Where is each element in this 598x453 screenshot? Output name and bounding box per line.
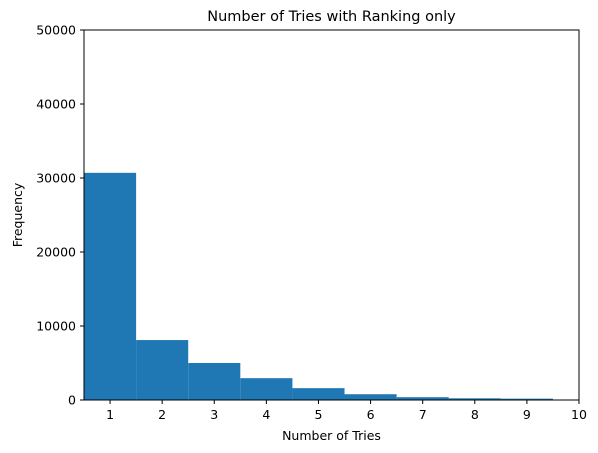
y-axis-label: Frequency (10, 182, 25, 247)
y-tick-label-10000: 10000 (36, 319, 76, 334)
y-tick-label-20000: 20000 (36, 245, 76, 260)
x-tick-label-9: 9 (523, 407, 531, 422)
x-tick-label-1: 1 (106, 407, 114, 422)
y-tick-label-30000: 30000 (36, 171, 76, 186)
x-tick-label-4: 4 (262, 407, 270, 422)
x-axis-label: Number of Tries (282, 428, 381, 443)
bar-tries-2 (136, 340, 189, 400)
bars-group (84, 172, 553, 400)
x-tick-label-3: 3 (210, 407, 218, 422)
bar-tries-3 (188, 363, 241, 400)
x-tick-label-7: 7 (419, 407, 427, 422)
bar-tries-9 (500, 398, 553, 400)
y-tick-label-40000: 40000 (36, 97, 76, 112)
plot-area-background (84, 30, 579, 400)
bar-tries-1 (84, 172, 137, 400)
bar-tries-4 (240, 378, 293, 400)
bar-tries-7 (396, 397, 449, 400)
x-tick-label-6: 6 (367, 407, 375, 422)
x-tick-label-2: 2 (158, 407, 166, 422)
x-tick-label-5: 5 (314, 407, 322, 422)
chart-title: Number of Tries with Ranking only (207, 9, 456, 25)
plot-frame (83, 29, 580, 401)
y-axis-ticks: 0 10000 20000 30000 40000 50000 (36, 23, 84, 408)
y-tick-label-50000: 50000 (36, 23, 76, 38)
bar-tries-6 (344, 394, 397, 400)
x-axis-ticks: 1 2 3 4 5 6 7 8 9 10 (106, 400, 587, 422)
bar-tries-5 (292, 388, 345, 400)
x-tick-label-8: 8 (471, 407, 479, 422)
bar-tries-8 (448, 398, 501, 400)
y-tick-label-0: 0 (68, 393, 76, 408)
x-tick-label-10: 10 (571, 407, 587, 422)
